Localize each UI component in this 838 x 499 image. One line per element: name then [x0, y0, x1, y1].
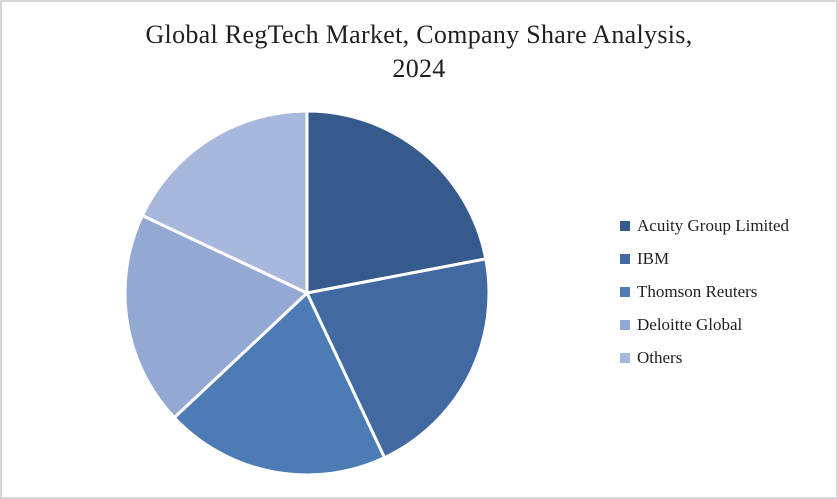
- legend-marker-icon: [620, 220, 630, 231]
- chart-title-line-1: Global RegTech Market, Company Share Ana…: [145, 20, 693, 49]
- legend-label: IBM: [637, 248, 670, 268]
- pie-slice-others[interactable]: [140, 109, 309, 295]
- legend-label: Deloitte Global: [637, 314, 743, 334]
- legend-marker-icon: [620, 253, 630, 264]
- legend-marker-icon: [620, 352, 630, 363]
- legend-marker-icon: [620, 286, 630, 297]
- pie-slice-ibm[interactable]: [305, 257, 491, 460]
- legend-item-ibm[interactable]: IBM: [620, 242, 789, 275]
- pie-slice-deloitte-global[interactable]: [123, 214, 309, 420]
- pie-slice-thomson-reuters[interactable]: [172, 291, 386, 477]
- legend-marker-icon: [620, 319, 630, 330]
- legend-label: Thomson Reuters: [637, 281, 758, 301]
- legend: Acuity Group Limited IBM Thomson Reuters…: [620, 209, 789, 374]
- legend-item-deloitte-global[interactable]: Deloitte Global: [620, 308, 789, 341]
- chart-title-line-2: 2024: [392, 54, 446, 83]
- chart-title: Global RegTech Market, Company Share Ana…: [2, 18, 836, 86]
- pie-slice-acuity-group-limited[interactable]: [305, 109, 488, 295]
- legend-item-others[interactable]: Others: [620, 341, 789, 374]
- legend-label: Acuity Group Limited: [637, 215, 790, 235]
- legend-item-acuity-group-limited[interactable]: Acuity Group Limited: [620, 209, 789, 242]
- legend-label: Others: [637, 347, 683, 367]
- legend-item-thomson-reuters[interactable]: Thomson Reuters: [620, 275, 789, 308]
